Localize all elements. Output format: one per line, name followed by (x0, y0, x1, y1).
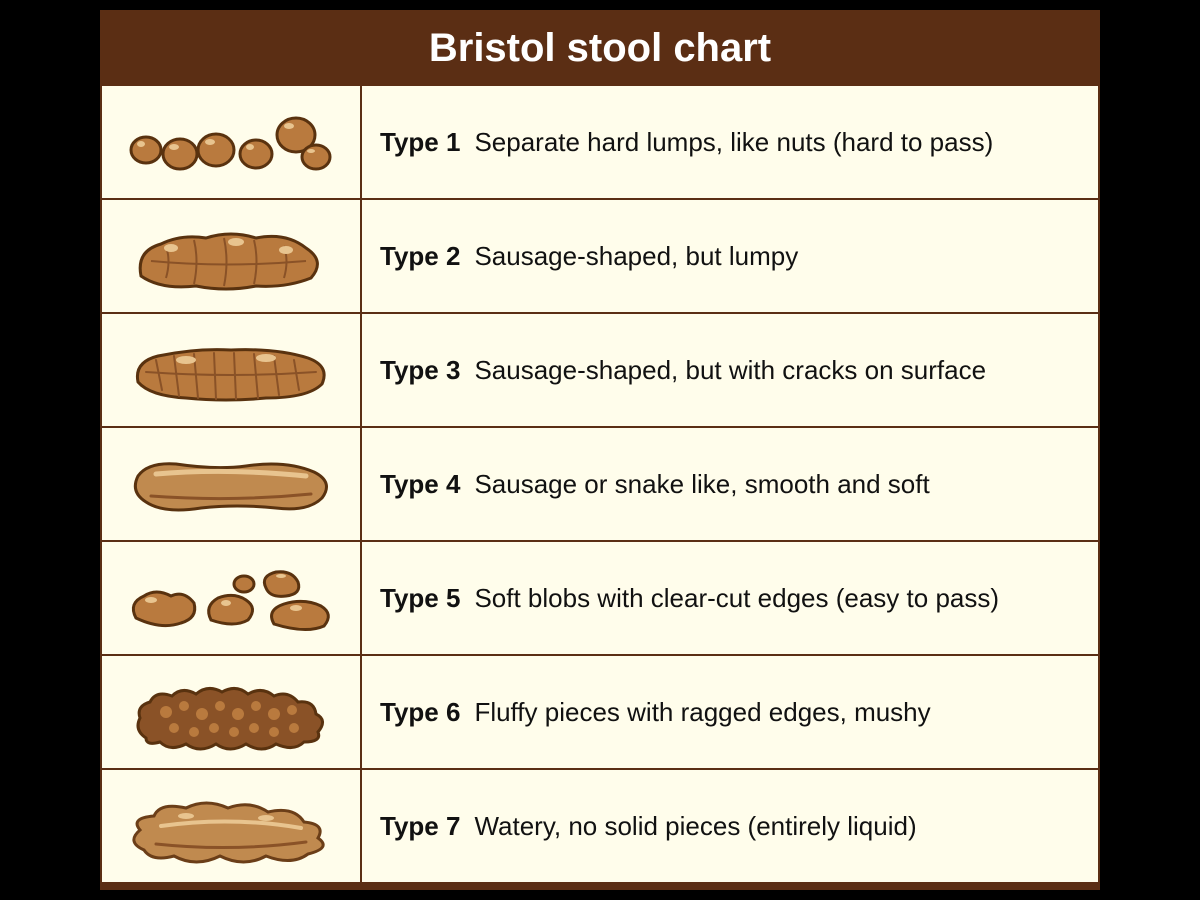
type7-icon (116, 776, 346, 876)
type-label: Type 2 (380, 241, 460, 272)
type6-icon (116, 662, 346, 762)
row-illustration-cell (102, 200, 362, 312)
row-illustration-cell (102, 542, 362, 654)
table-row: Type 6 Fluffy pieces with ragged edges, … (102, 654, 1098, 768)
table-row: Type 2 Sausage-shaped, but lumpy (102, 198, 1098, 312)
row-text-cell: Type 1 Separate hard lumps, like nuts (h… (362, 86, 1098, 198)
row-text-cell: Type 5 Soft blobs with clear-cut edges (… (362, 542, 1098, 654)
chart-frame: Bristol stool chart (100, 10, 1100, 890)
type-label: Type 5 (380, 583, 460, 614)
table-row: Type 4 Sausage or snake like, smooth and… (102, 426, 1098, 540)
type-description: Fluffy pieces with ragged edges, mushy (474, 697, 930, 728)
type-description: Separate hard lumps, like nuts (hard to … (474, 127, 993, 158)
row-illustration-cell (102, 86, 362, 198)
row-text-cell: Type 3 Sausage-shaped, but with cracks o… (362, 314, 1098, 426)
row-illustration-cell (102, 656, 362, 768)
type-label: Type 1 (380, 127, 460, 158)
type4-icon (116, 434, 346, 534)
table-row: Type 7 Watery, no solid pieces (entirely… (102, 768, 1098, 882)
table-row: Type 1 Separate hard lumps, like nuts (h… (102, 84, 1098, 198)
row-illustration-cell (102, 770, 362, 882)
type2-icon (116, 206, 346, 306)
type-label: Type 7 (380, 811, 460, 842)
type5-icon (116, 548, 346, 648)
row-text-cell: Type 7 Watery, no solid pieces (entirely… (362, 770, 1098, 882)
type1-icon (116, 92, 346, 192)
chart-title: Bristol stool chart (102, 12, 1098, 84)
row-text-cell: Type 4 Sausage or snake like, smooth and… (362, 428, 1098, 540)
type-label: Type 3 (380, 355, 460, 386)
row-illustration-cell (102, 428, 362, 540)
type3-icon (116, 320, 346, 420)
type-label: Type 4 (380, 469, 460, 500)
row-illustration-cell (102, 314, 362, 426)
type-description: Sausage-shaped, but with cracks on surfa… (474, 355, 986, 386)
table-row: Type 5 Soft blobs with clear-cut edges (… (102, 540, 1098, 654)
type-description: Soft blobs with clear-cut edges (easy to… (474, 583, 999, 614)
row-text-cell: Type 6 Fluffy pieces with ragged edges, … (362, 656, 1098, 768)
type-description: Watery, no solid pieces (entirely liquid… (474, 811, 916, 842)
table-row: Type 3 Sausage-shaped, but with cracks o… (102, 312, 1098, 426)
row-text-cell: Type 2 Sausage-shaped, but lumpy (362, 200, 1098, 312)
type-description: Sausage or snake like, smooth and soft (474, 469, 929, 500)
type-label: Type 6 (380, 697, 460, 728)
chart-rows: Type 1 Separate hard lumps, like nuts (h… (102, 84, 1098, 882)
type-description: Sausage-shaped, but lumpy (474, 241, 798, 272)
